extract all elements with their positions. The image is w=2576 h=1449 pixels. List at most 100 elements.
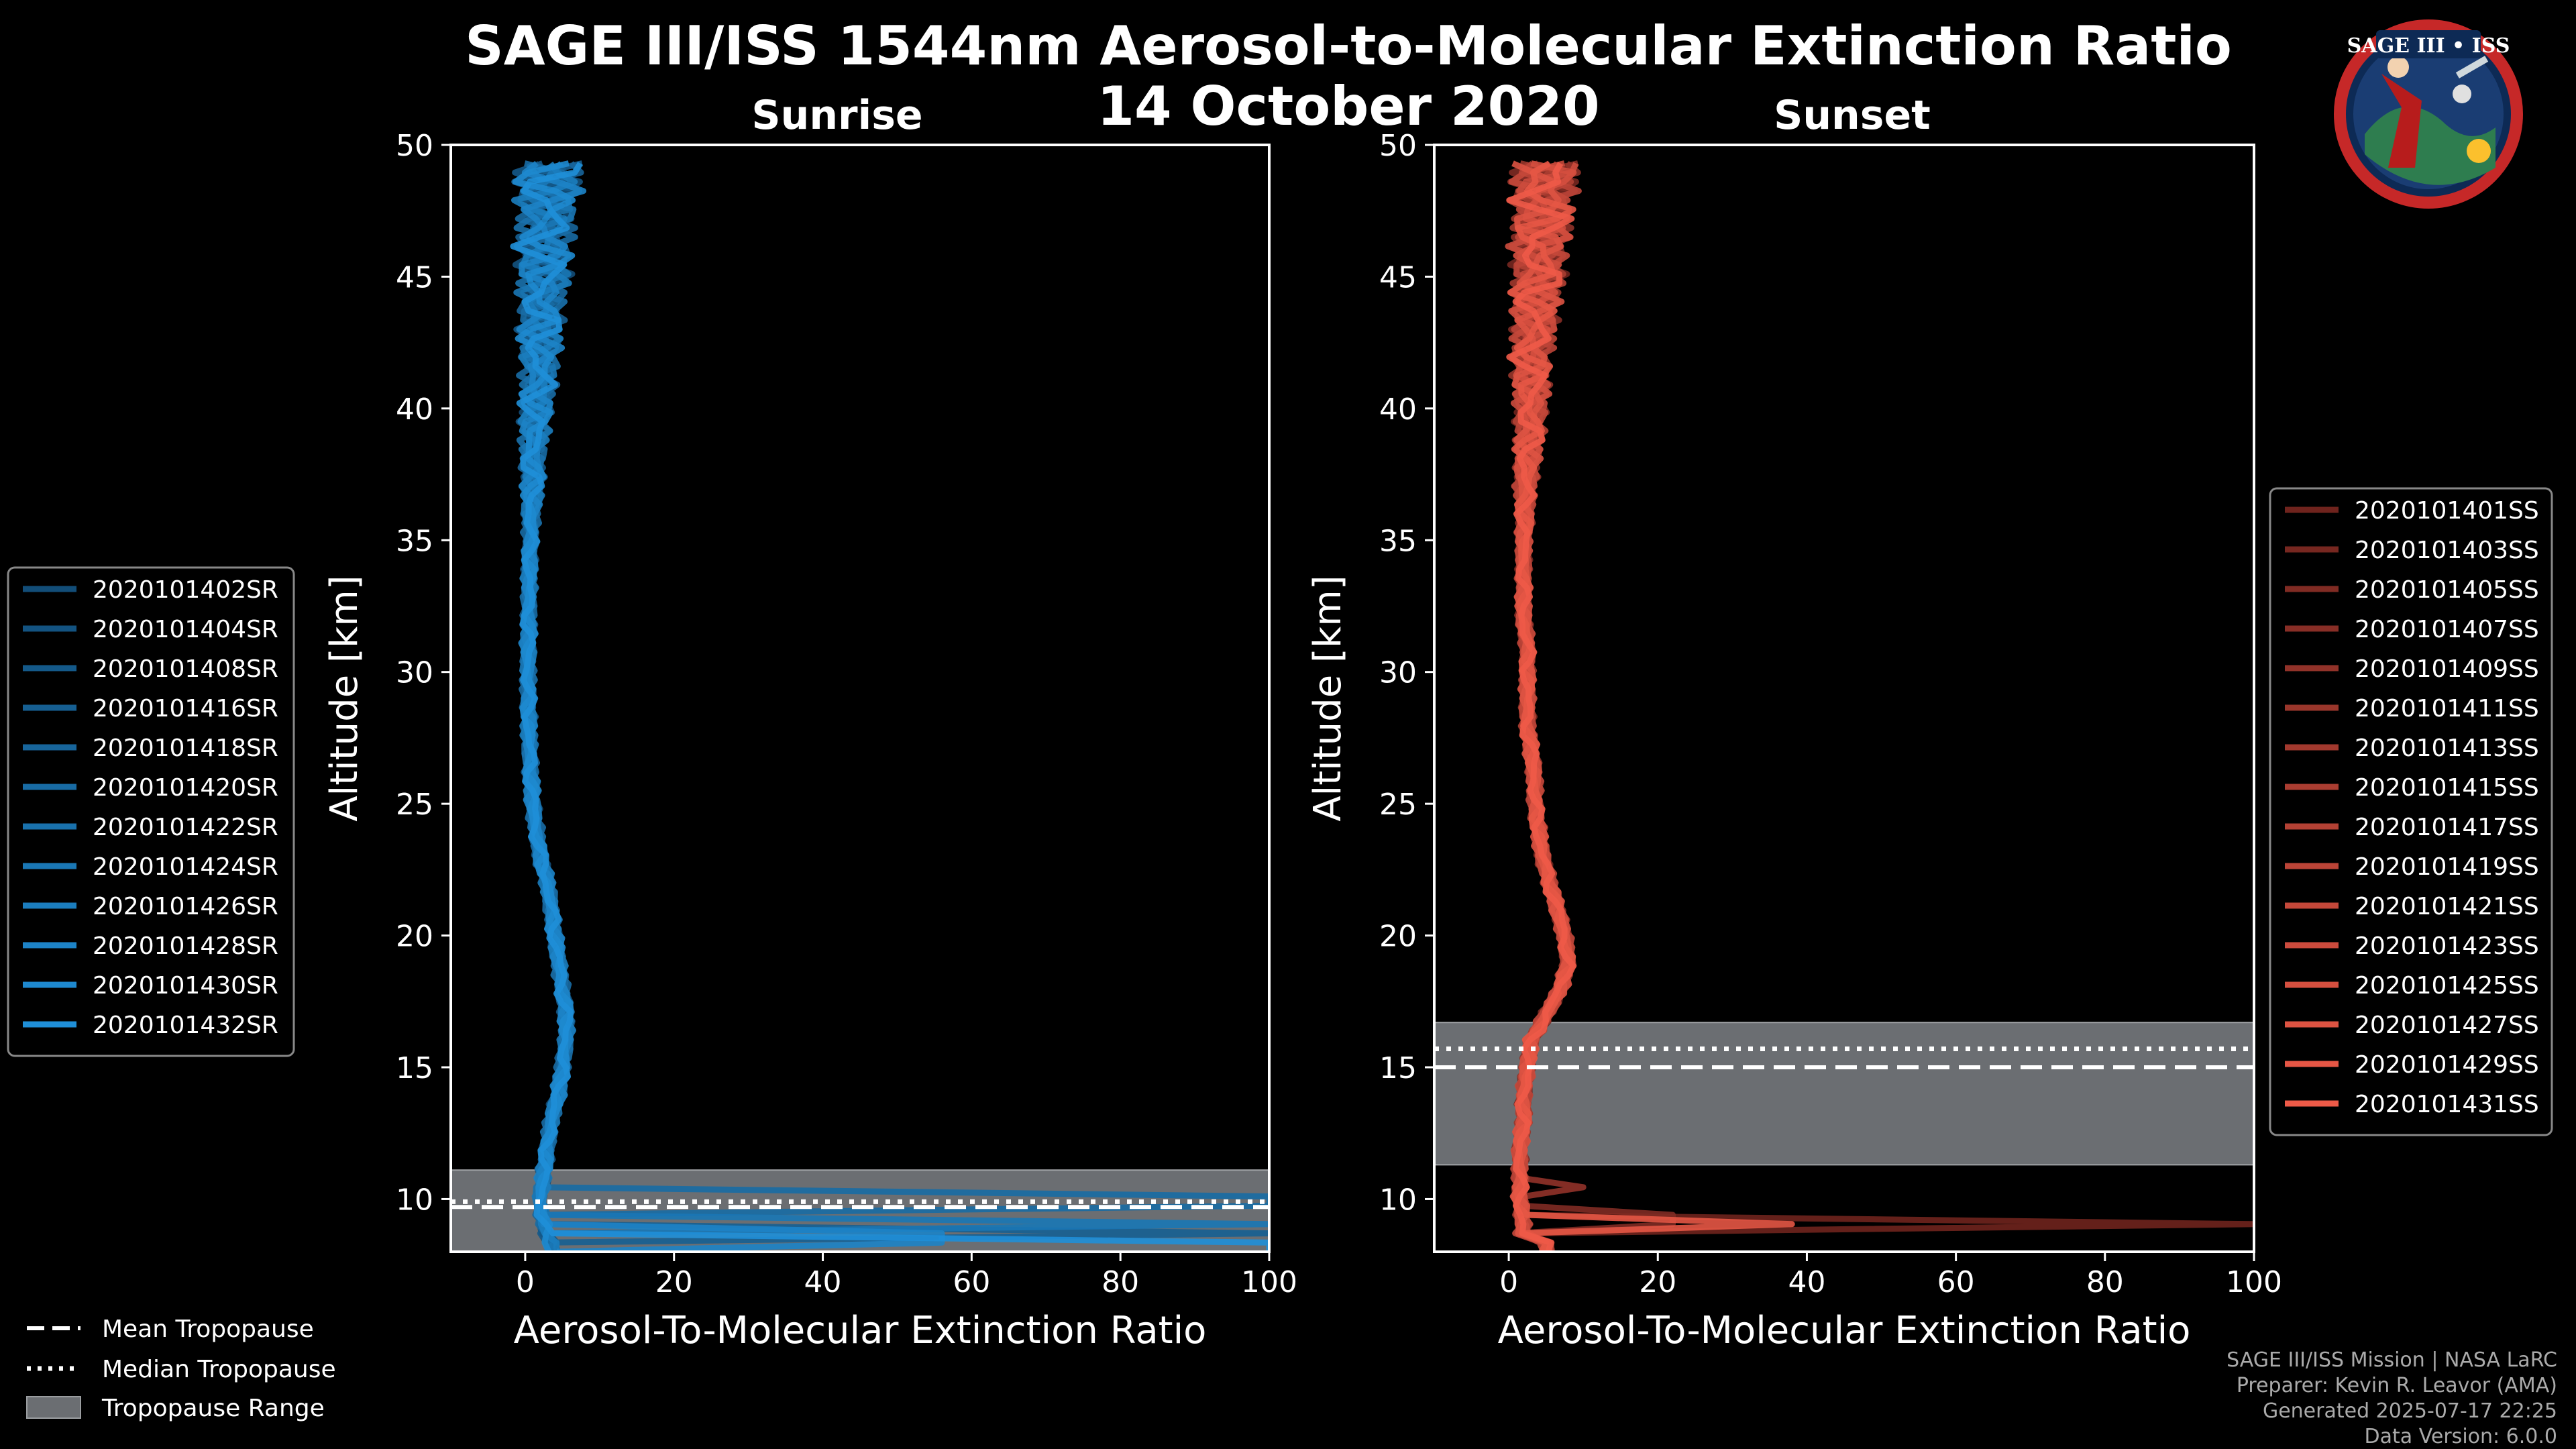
legend-label-2020101407SS: 2020101407SS bbox=[2355, 616, 2539, 643]
credit-preparer: Preparer: Kevin R. Leavor (AMA) bbox=[2237, 1374, 2557, 1397]
credits: SAGE III/ISS Mission | NASA LaRC Prepare… bbox=[2226, 1348, 2557, 1448]
sunrise-panel: 10 15 20 25 30 35 40 45 50 0 20 40 60 80 100 Aerosol-To… bbox=[323, 92, 1297, 1352]
logo-figure-robe bbox=[2381, 74, 2422, 168]
sunset-ytick-label: 10 bbox=[1379, 1183, 1417, 1217]
legend-label-2020101411SS: 2020101411SS bbox=[2355, 695, 2539, 722]
sunrise-ytick-label: 20 bbox=[396, 920, 433, 954]
legend-label-2020101431SS: 2020101431SS bbox=[2355, 1091, 2539, 1118]
sunset-panel: 10 15 20 25 30 35 40 45 50 0 20 40 60 80 100 Aerosol-To… bbox=[1306, 92, 2282, 1352]
legend-label-2020101425SS: 2020101425SS bbox=[2355, 972, 2539, 1000]
sunrise-xlabel: Aerosol-To-Molecular Extinction Ratio bbox=[514, 1309, 1207, 1352]
sunrise-ytick-label: 50 bbox=[396, 129, 433, 163]
sage-logo: SAGE III • ISS bbox=[2334, 19, 2523, 209]
legend-range-label: Tropopause Range bbox=[101, 1395, 325, 1422]
logo-sun-icon bbox=[2467, 139, 2491, 163]
sunrise-ytick-label: 10 bbox=[396, 1183, 433, 1217]
sunset-legend: 2020101401SS 2020101403SS 2020101405SS 2020… bbox=[2269, 487, 2553, 1136]
sunset-xtick-label: 20 bbox=[1639, 1265, 1676, 1299]
sunrise-series-group bbox=[510, 160, 1269, 1252]
sunrise-ytick-label: 25 bbox=[396, 788, 433, 822]
legend-label-2020101404SR: 2020101404SR bbox=[93, 616, 278, 643]
logo-moon-icon bbox=[2453, 85, 2471, 103]
logo-station-icon bbox=[2455, 56, 2489, 78]
profile-line-2020101432SR bbox=[510, 162, 1269, 1252]
legend-label-2020101409SS: 2020101409SS bbox=[2355, 655, 2539, 683]
sunset-xtick-label: 80 bbox=[2086, 1265, 2124, 1299]
sunset-xtick-label: 0 bbox=[1499, 1265, 1518, 1299]
sunset-ytick-label: 45 bbox=[1379, 260, 1417, 294]
legend-label-2020101416SR: 2020101416SR bbox=[93, 695, 278, 722]
sunset-series-group bbox=[1505, 160, 2254, 1252]
profile-line-2020101431SS bbox=[1506, 162, 1576, 1252]
logo-figure-head bbox=[2387, 56, 2409, 78]
sunset-ytick-label: 25 bbox=[1379, 788, 1417, 822]
sunrise-xtick-label: 0 bbox=[516, 1265, 535, 1299]
sunrise-xtick-label: 20 bbox=[655, 1265, 693, 1299]
legend-label-2020101417SS: 2020101417SS bbox=[2355, 814, 2539, 841]
logo-banner bbox=[2376, 30, 2481, 58]
credit-generated: Generated 2025-07-17 22:25 bbox=[2263, 1399, 2557, 1423]
sunrise-xtick-label: 60 bbox=[953, 1265, 990, 1299]
sunset-ytick-label: 40 bbox=[1379, 392, 1417, 427]
legend-label-2020101423SS: 2020101423SS bbox=[2355, 932, 2539, 960]
sunset-xlabel: Aerosol-To-Molecular Extinction Ratio bbox=[1498, 1309, 2191, 1352]
sunset-xtick-label: 100 bbox=[2226, 1265, 2282, 1299]
sunrise-ytick-label: 15 bbox=[396, 1051, 433, 1085]
legend-label-2020101413SS: 2020101413SS bbox=[2355, 735, 2539, 762]
legend-label-2020101408SR: 2020101408SR bbox=[93, 655, 278, 683]
legend-label-2020101430SR: 2020101430SR bbox=[93, 972, 278, 1000]
legend-label-2020101403SS: 2020101403SS bbox=[2355, 537, 2539, 564]
sunset-ytick-label: 15 bbox=[1379, 1051, 1417, 1085]
legend-label-2020101405SS: 2020101405SS bbox=[2355, 576, 2539, 604]
credit-version: Data Version: 6.0.0 bbox=[2365, 1425, 2557, 1448]
sunset-axes-frame bbox=[1433, 144, 2255, 1253]
legend-label-2020101432SR: 2020101432SR bbox=[93, 1012, 278, 1039]
sunrise-ylabel: Altitude [km] bbox=[323, 575, 366, 821]
tropopause-legend: Mean Tropopause Median Tropopause Tropop… bbox=[26, 1316, 336, 1422]
sunrise-ytick-label: 45 bbox=[396, 260, 433, 294]
legend-label-2020101424SR: 2020101424SR bbox=[93, 853, 278, 881]
logo-text: SAGE III • ISS bbox=[2347, 34, 2510, 58]
legend-label-2020101429SS: 2020101429SS bbox=[2355, 1051, 2539, 1079]
legend-range-swatch bbox=[26, 1396, 81, 1419]
legend-label-2020101415SS: 2020101415SS bbox=[2355, 774, 2539, 802]
legend-label-2020101426SR: 2020101426SR bbox=[93, 893, 278, 920]
sunrise-ytick-label: 30 bbox=[396, 656, 433, 690]
sunset-ytick-label: 50 bbox=[1379, 129, 1417, 163]
legend-label-2020101421SS: 2020101421SS bbox=[2355, 893, 2539, 920]
legend-label-2020101427SS: 2020101427SS bbox=[2355, 1012, 2539, 1039]
sunset-ytick-label: 30 bbox=[1379, 656, 1417, 690]
figure-title: SAGE III/ISS 1544nm Aerosol-to-Molecular… bbox=[465, 15, 2232, 77]
sunrise-xtick-label: 80 bbox=[1102, 1265, 1139, 1299]
legend-label-2020101402SR: 2020101402SR bbox=[93, 576, 278, 604]
sunset-xtick-label: 40 bbox=[1788, 1265, 1825, 1299]
legend-label-2020101428SR: 2020101428SR bbox=[93, 932, 278, 960]
legend-mean-label: Mean Tropopause bbox=[102, 1316, 314, 1343]
legend-label-2020101418SR: 2020101418SR bbox=[93, 735, 278, 762]
sunset-ylabel: Altitude [km] bbox=[1306, 575, 1350, 821]
legend-label-2020101401SS: 2020101401SS bbox=[2355, 497, 2539, 525]
sunrise-axes-frame bbox=[449, 144, 1271, 1253]
sunset-ytick-label: 20 bbox=[1379, 920, 1417, 954]
legend-median-label: Median Tropopause bbox=[102, 1356, 336, 1383]
sunrise-ytick-label: 35 bbox=[396, 524, 433, 558]
sunrise-panel-title: Sunrise bbox=[751, 92, 922, 139]
sunrise-xtick-label: 100 bbox=[1241, 1265, 1297, 1299]
sunset-legend-box bbox=[2269, 487, 2553, 1136]
sunrise-xtick-label: 40 bbox=[804, 1265, 842, 1299]
sunrise-ytick-label: 40 bbox=[396, 392, 433, 427]
legend-label-2020101419SS: 2020101419SS bbox=[2355, 853, 2539, 881]
sunrise-legend: 2020101402SR 2020101404SR 2020101408SR 2020… bbox=[7, 566, 295, 1057]
sunset-tropopause-range bbox=[1434, 1022, 2255, 1166]
credit-mission: SAGE III/ISS Mission | NASA LaRC bbox=[2226, 1348, 2557, 1372]
sunset-panel-title: Sunset bbox=[1774, 92, 1931, 139]
legend-label-2020101422SR: 2020101422SR bbox=[93, 814, 278, 841]
sunset-ytick-label: 35 bbox=[1379, 524, 1417, 558]
legend-label-2020101420SR: 2020101420SR bbox=[93, 774, 278, 802]
sunrise-legend-box bbox=[7, 566, 295, 1057]
figure-date: 14 October 2020 bbox=[1097, 75, 1599, 138]
sunset-xtick-label: 60 bbox=[1937, 1265, 1975, 1299]
